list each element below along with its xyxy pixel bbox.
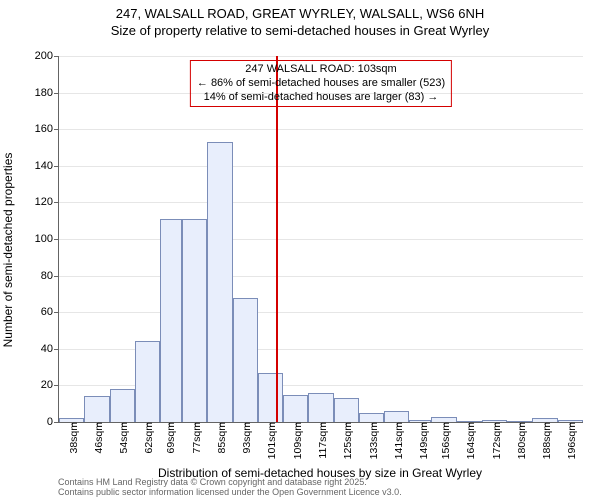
xtick-label: 156sqm (436, 422, 452, 459)
annotation-box: 247 WALSALL ROAD: 103sqm ← 86% of semi-d… (190, 60, 452, 107)
gridline (59, 166, 583, 167)
xtick-label: 46sqm (89, 422, 105, 454)
histogram-bar (110, 389, 135, 422)
gridline (59, 312, 583, 313)
footer-line-2: Contains public sector information licen… (58, 488, 402, 498)
ytick-label: 140 (23, 160, 59, 172)
xtick-label: 101sqm (262, 422, 278, 459)
xtick-label: 117sqm (313, 422, 329, 459)
plot-area: 02040608010012014016018020038sqm46sqm54s… (58, 56, 583, 423)
xtick-label: 164sqm (461, 422, 477, 459)
xtick-label: 62sqm (139, 422, 155, 454)
xtick-label: 172sqm (487, 422, 503, 459)
chart-container: 247, WALSALL ROAD, GREAT WYRLEY, WALSALL… (0, 0, 600, 500)
histogram-bar (84, 396, 109, 422)
xtick-label: 149sqm (414, 422, 430, 459)
xtick-label: 69sqm (161, 422, 177, 454)
gridline (59, 202, 583, 203)
gridline (59, 276, 583, 277)
title-line-2: Size of property relative to semi-detach… (0, 23, 600, 40)
gridline (59, 239, 583, 240)
annotation-line-3: 14% of semi-detached houses are larger (… (197, 91, 445, 105)
histogram-bar (207, 142, 232, 422)
histogram-bar (359, 413, 384, 422)
xtick-label: 125sqm (338, 422, 354, 459)
ytick-label: 180 (23, 87, 59, 99)
xtick-label: 77sqm (187, 422, 203, 454)
ytick-label: 200 (23, 50, 59, 62)
ytick-label: 0 (23, 416, 59, 428)
histogram-bar (182, 219, 207, 422)
ytick-label: 100 (23, 233, 59, 245)
xtick-label: 196sqm (562, 422, 578, 459)
footer-attribution: Contains HM Land Registry data © Crown c… (58, 478, 402, 498)
annotation-line-2: ← 86% of semi-detached houses are smalle… (197, 77, 445, 91)
histogram-bar (384, 411, 409, 422)
xtick-label: 93sqm (237, 422, 253, 454)
ytick-label: 20 (23, 379, 59, 391)
xtick-label: 188sqm (537, 422, 553, 459)
histogram-bar (308, 393, 333, 422)
reference-line (276, 56, 278, 422)
ytick-label: 40 (23, 343, 59, 355)
xtick-label: 38sqm (64, 422, 80, 454)
ytick-label: 60 (23, 306, 59, 318)
xtick-label: 54sqm (114, 422, 130, 454)
histogram-bar (160, 219, 182, 422)
title-line-1: 247, WALSALL ROAD, GREAT WYRLEY, WALSALL… (0, 6, 600, 23)
histogram-bar (135, 341, 160, 422)
histogram-bar (283, 395, 308, 422)
histogram-bar (334, 398, 359, 422)
chart-title: 247, WALSALL ROAD, GREAT WYRLEY, WALSALL… (0, 0, 600, 40)
histogram-bar (258, 373, 283, 422)
ytick-label: 160 (23, 123, 59, 135)
xtick-label: 109sqm (288, 422, 304, 459)
xtick-label: 133sqm (364, 422, 380, 459)
xtick-label: 141sqm (389, 422, 405, 459)
ytick-label: 80 (23, 270, 59, 282)
histogram-bar (233, 298, 258, 422)
gridline (59, 129, 583, 130)
xtick-label: 180sqm (512, 422, 528, 459)
xtick-label: 85sqm (212, 422, 228, 454)
y-axis-label: Number of semi-detached properties (1, 153, 15, 348)
annotation-line-1: 247 WALSALL ROAD: 103sqm (197, 63, 445, 77)
ytick-label: 120 (23, 196, 59, 208)
gridline (59, 56, 583, 57)
